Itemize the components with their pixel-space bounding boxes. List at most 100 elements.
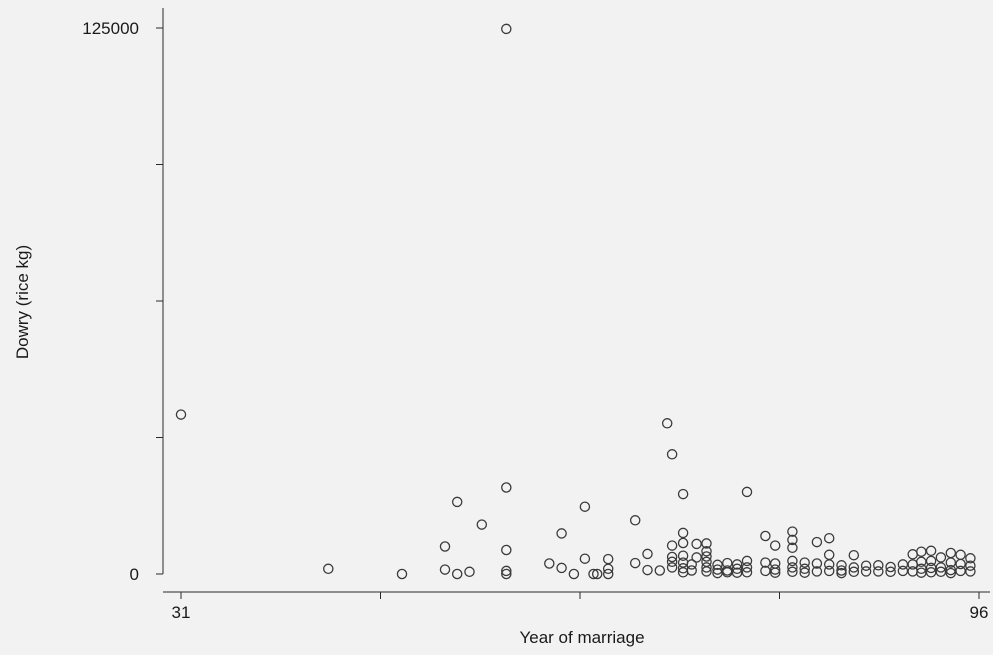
data-point xyxy=(811,566,823,577)
data-point xyxy=(439,541,451,552)
data-point xyxy=(760,530,771,542)
data-point xyxy=(799,567,810,578)
data-point xyxy=(731,567,743,578)
data-point xyxy=(848,566,860,578)
y-axis: 0 125000 xyxy=(82,8,164,584)
data-point xyxy=(955,565,966,577)
data-point xyxy=(579,553,591,564)
data-point xyxy=(741,555,753,567)
data-point xyxy=(464,566,475,578)
data-point xyxy=(701,551,712,562)
data-point xyxy=(701,546,712,557)
data-point xyxy=(836,560,847,571)
data-point xyxy=(666,449,678,460)
data-point xyxy=(823,559,835,570)
data-point xyxy=(701,566,712,577)
data-point xyxy=(787,526,798,537)
data-point xyxy=(925,545,937,557)
data-point xyxy=(175,409,187,420)
data-point xyxy=(741,567,753,578)
data-point xyxy=(712,564,723,575)
data-point xyxy=(769,564,781,575)
data-point xyxy=(666,551,678,563)
data-point xyxy=(556,562,567,574)
data-point xyxy=(787,555,798,567)
data-point xyxy=(907,566,918,577)
data-point xyxy=(897,565,909,577)
data-point xyxy=(501,482,512,493)
data-point xyxy=(701,562,712,573)
data-point xyxy=(848,549,860,561)
x-tick-label: 31 xyxy=(172,603,191,622)
data-point xyxy=(945,564,957,576)
data-point xyxy=(666,562,678,573)
data-point xyxy=(501,544,512,556)
data-point xyxy=(823,532,835,544)
data-point xyxy=(691,552,702,563)
data-point xyxy=(935,552,947,563)
data-point xyxy=(873,560,884,571)
data-point xyxy=(591,568,603,580)
data-point xyxy=(769,567,781,578)
data-point xyxy=(885,561,896,573)
data-point xyxy=(965,553,976,564)
data-point xyxy=(955,558,966,570)
data-point xyxy=(873,566,884,577)
data-point xyxy=(787,562,798,573)
data-point xyxy=(860,560,872,571)
data-point xyxy=(787,566,798,578)
data-point xyxy=(451,568,463,580)
data-point xyxy=(686,565,697,576)
y-tick-label: 125000 xyxy=(82,19,139,38)
data-point xyxy=(712,559,723,571)
data-point xyxy=(965,566,976,577)
data-point xyxy=(451,496,463,508)
data-point xyxy=(836,567,847,579)
data-point xyxy=(799,557,810,568)
data-point xyxy=(654,565,666,576)
data-point xyxy=(439,564,451,575)
data-point xyxy=(741,562,753,573)
data-point xyxy=(955,549,966,561)
data-point xyxy=(677,527,689,539)
data-point xyxy=(661,418,673,429)
data-points xyxy=(175,23,976,580)
data-point xyxy=(811,558,823,569)
data-point xyxy=(323,563,334,575)
data-point xyxy=(602,553,614,565)
data-point xyxy=(885,566,896,578)
data-point xyxy=(916,556,927,568)
data-point xyxy=(731,559,743,570)
data-point xyxy=(544,558,555,569)
data-point xyxy=(588,568,599,580)
data-point xyxy=(823,565,835,577)
y-tick-label: 0 xyxy=(130,565,139,584)
data-point xyxy=(760,565,771,577)
data-point xyxy=(712,567,723,579)
y-axis-label: Dowry (rice kg) xyxy=(13,245,32,359)
data-point xyxy=(799,563,810,575)
data-point xyxy=(666,540,678,551)
data-point xyxy=(787,534,798,546)
data-point xyxy=(860,566,872,577)
x-tick-label: 96 xyxy=(970,603,989,622)
data-point xyxy=(945,547,957,559)
data-point xyxy=(811,536,823,548)
data-point xyxy=(907,549,918,560)
data-point xyxy=(925,555,937,567)
data-point xyxy=(701,538,712,549)
data-point xyxy=(836,565,847,576)
data-point xyxy=(666,556,678,568)
data-point xyxy=(760,557,771,568)
data-point xyxy=(935,566,947,578)
data-point xyxy=(629,515,641,526)
data-point xyxy=(945,567,957,579)
data-point xyxy=(677,537,689,549)
data-point xyxy=(642,548,653,560)
data-point xyxy=(556,528,567,539)
data-point xyxy=(848,562,860,573)
data-point xyxy=(602,568,614,580)
data-point xyxy=(691,538,702,550)
data-point xyxy=(741,486,753,498)
